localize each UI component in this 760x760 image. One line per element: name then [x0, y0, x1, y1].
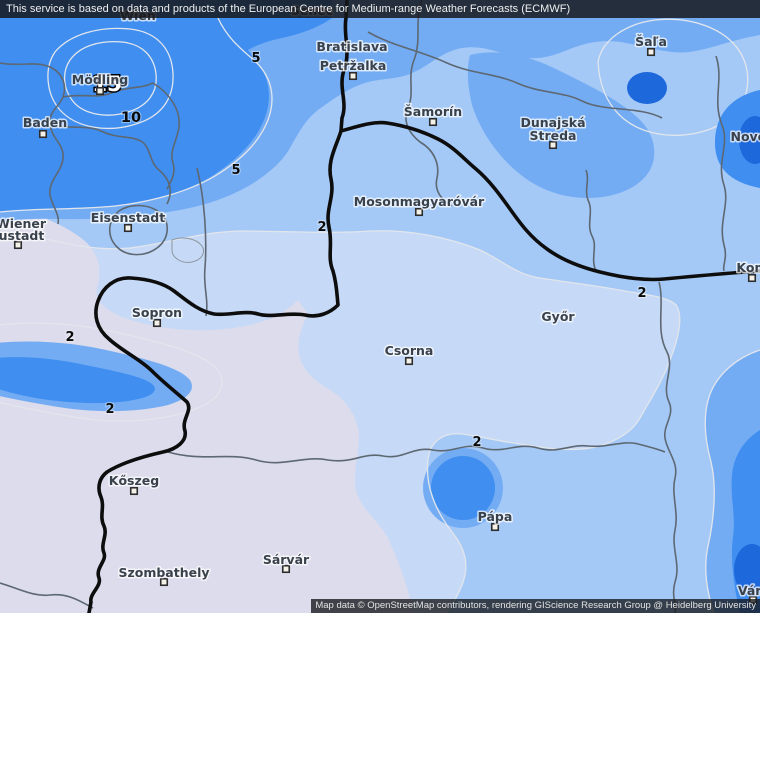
city-marker-eisenstadt: [123, 223, 133, 233]
admin-border: [367, 31, 663, 119]
map-canvas: 15 10 5 5 2 2 2 2 2 Wien Senec Mödling B…: [0, 0, 760, 613]
contour-label-2: 2: [317, 220, 326, 235]
map-fill-navy15: [63, 40, 157, 116]
city-label-bratislava: Bratislava: [316, 39, 387, 54]
admin-border: [405, 0, 453, 207]
city-label-gyor: Győr: [541, 309, 575, 324]
city-label-szombathely: Szombathely: [118, 565, 209, 580]
admin-border: [715, 55, 727, 272]
city-marker-sopron: [152, 318, 162, 328]
city-label-varpalota: Várpalota: [738, 583, 760, 598]
map-attribution: Map data © OpenStreetMap contributors, r…: [311, 599, 760, 613]
map-fill-papa-core: [431, 456, 495, 520]
city-marker-mosonmagyarovar: [414, 207, 424, 217]
city-label-dunajska-2: Streda: [529, 128, 576, 143]
city-label-petrzalka: Petržalka: [320, 58, 387, 73]
city-marker-samorin: [428, 117, 438, 127]
city-marker-szombathely: [159, 577, 169, 587]
contour-label-2: 2: [472, 435, 481, 450]
admin-border: [171, 237, 205, 263]
service-notice-bar: This service is based on data and produc…: [0, 0, 760, 18]
contour-label-2: 2: [105, 402, 114, 417]
city-label-sarvar: Sárvár: [263, 552, 310, 567]
city-label-wiener-neustadt-1: Wiener: [0, 216, 47, 231]
contour-2-main: [0, 227, 681, 613]
city-marker-komarno: [747, 273, 757, 283]
contour-5-nw: [0, 17, 273, 213]
map-fill-nw-57: [0, 0, 269, 212]
city-marker-baden: [38, 129, 48, 139]
city-label-sala: Šaľa: [635, 34, 667, 49]
city-label-modling: Mödling: [72, 72, 128, 87]
map-fill-sala-core: [627, 72, 667, 104]
city-marker-koszeg: [129, 486, 139, 496]
map-fill-nove: [714, 90, 760, 188]
map-fill-sw-core: [0, 357, 155, 404]
city-marker-csorna: [404, 356, 414, 366]
city-marker-petrzalka: [348, 71, 358, 81]
map-fill-varpalota-core: [734, 544, 760, 596]
city-marker-dunajska-streda: [548, 140, 558, 150]
service-notice-text: This service is based on data and produc…: [6, 3, 571, 15]
city-label-wiener-neustadt-2: Neustadt: [0, 228, 44, 243]
map-fill-ring10: [47, 27, 174, 129]
precipitation-map: 15 10 5 5 2 2 2 2 2 Wien Senec Mödling B…: [0, 0, 760, 613]
admin-border: [62, 82, 154, 98]
city-label-sopron: Sopron: [132, 305, 182, 320]
map-fill-nove-core: [739, 116, 760, 164]
city-marker-modling: [95, 86, 105, 96]
admin-border: [196, 167, 208, 317]
map-fill-sw-ring: [0, 322, 223, 422]
map-fill-sala: [597, 18, 749, 136]
contour-label-2: 2: [65, 330, 74, 345]
admin-border: [152, 82, 180, 190]
city-marker-papa: [490, 522, 500, 532]
city-label-nove-zamky: Nové Zámky: [730, 129, 760, 144]
admin-border: [658, 281, 678, 613]
contour-label-10: 10: [121, 110, 141, 126]
map-attribution-text: Map data © OpenStreetMap contributors, r…: [315, 600, 756, 611]
contour-label-5: 5: [231, 163, 240, 178]
admin-border-eisenstadt: [108, 204, 168, 256]
city-label-eisenstadt: Eisenstadt: [91, 210, 165, 225]
city-marker-sala: [646, 47, 656, 57]
map-fill-ne-lobe: [467, 52, 655, 198]
admin-border: [167, 442, 666, 464]
city-label-papa: Pápa: [478, 509, 513, 524]
admin-border: [0, 582, 94, 609]
national-border-sk-hu: [339, 120, 760, 282]
city-label-mosonmagyarovar: Mosonmagyaróvár: [354, 194, 485, 209]
city-label-samorin: Šamorín: [404, 104, 462, 119]
city-label-dunajska-1: Dunajská: [520, 115, 585, 130]
contour-label-5: 5: [251, 51, 260, 66]
national-border-at-hu: [87, 0, 349, 613]
admin-border: [585, 169, 597, 272]
info-panel: Accumulated total precipitation (mm) Fro…: [0, 613, 760, 760]
city-label-komarno: Komárno: [736, 260, 760, 275]
contour-label-2: 2: [637, 286, 646, 301]
city-marker-wiener-neustadt: [13, 240, 23, 250]
city-label-koszeg: Kőszeg: [109, 473, 159, 488]
city-label-baden: Baden: [23, 115, 67, 130]
city-marker-sarvar: [281, 564, 291, 574]
contour-5-se: [704, 349, 760, 613]
admin-border: [49, 124, 172, 205]
city-label-csorna: Csorna: [385, 343, 434, 358]
